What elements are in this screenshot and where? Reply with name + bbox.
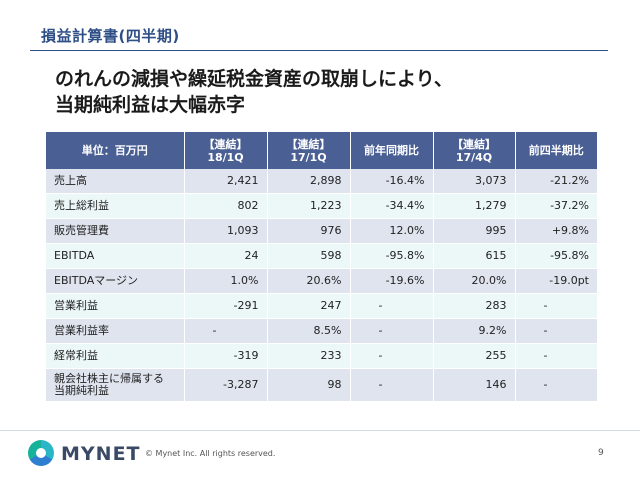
table-row: 経常利益 -319 233 - 255 -: [46, 343, 597, 369]
header-17-4q: 【連結】 17/4Q: [433, 132, 516, 169]
row-label-line-1: 親会社株主に帰属する: [54, 372, 164, 385]
row-label: EBITDAマージン: [46, 268, 185, 294]
cell-qoq: -95.8%: [515, 243, 597, 269]
headline-line-2: 当期純利益は大幅赤字: [55, 94, 246, 116]
page-number: 9: [598, 448, 604, 458]
cell-17-1q: 98: [267, 368, 351, 402]
row-label: 経常利益: [46, 343, 185, 369]
logo-text: MYNET: [61, 443, 141, 465]
section-title: 損益計算書(四半期): [41, 27, 180, 45]
header-18-1q: 【連結】 18/1Q: [184, 132, 268, 169]
cell-qoq: -: [515, 343, 597, 369]
header-17-1q: 【連結】 17/1Q: [267, 132, 351, 169]
header-qoq: 前四半期比: [515, 132, 597, 169]
row-label: EBITDA: [46, 243, 185, 269]
cell-17-1q: 20.6%: [267, 268, 351, 294]
table-row: 営業利益 -291 247 - 283 -: [46, 293, 597, 319]
cell-18-1q: 802: [184, 193, 268, 219]
cell-18-1q: 24: [184, 243, 268, 269]
cell-18-1q: -291: [184, 293, 268, 319]
table-row: 親会社株主に帰属する 当期純利益 -3,287 98 - 146 -: [46, 368, 597, 402]
cell-17-4q: 146: [433, 368, 516, 402]
cell-17-1q: 247: [267, 293, 351, 319]
header-unit: 単位：百万円: [46, 132, 185, 169]
cell-17-1q: 233: [267, 343, 351, 369]
cell-17-4q: 995: [433, 218, 516, 244]
cell-17-4q: 283: [433, 293, 516, 319]
income-statement-table: 単位：百万円 【連結】 18/1Q 【連結】 17/1Q 前年同期比 【連結】 17/…: [46, 132, 597, 402]
cell-qoq: -21.2%: [515, 169, 597, 194]
row-label: 営業利益率: [46, 318, 185, 344]
row-label: 販売管理費: [46, 218, 185, 244]
cell-qoq: -37.2%: [515, 193, 597, 219]
headline-line-1: のれんの減損や繰延税金資産の取崩しにより、: [55, 68, 453, 90]
row-label-line-2: 当期純利益: [54, 384, 109, 397]
cell-17-4q: 9.2%: [433, 318, 516, 344]
cell-yoy: -: [350, 343, 434, 369]
cell-18-1q: 1,093: [184, 218, 268, 244]
cell-yoy: 12.0%: [350, 218, 434, 244]
table-row: EBITDA 24 598 -95.8% 615 -95.8%: [46, 243, 597, 269]
cell-yoy: -34.4%: [350, 193, 434, 219]
table-header-row: 単位：百万円 【連結】 18/1Q 【連結】 17/1Q 前年同期比 【連結】 17/…: [46, 132, 597, 169]
cell-18-1q: 1.0%: [184, 268, 268, 294]
footer-divider: [0, 430, 640, 431]
cell-qoq: -: [515, 318, 597, 344]
table-row: 販売管理費 1,093 976 12.0% 995 +9.8%: [46, 218, 597, 244]
cell-17-4q: 1,279: [433, 193, 516, 219]
title-divider: [30, 50, 608, 51]
cell-18-1q: -3,287: [184, 368, 268, 402]
cell-18-1q: -319: [184, 343, 268, 369]
cell-17-1q: 8.5%: [267, 318, 351, 344]
cell-17-4q: 615: [433, 243, 516, 269]
cell-yoy: -: [350, 318, 434, 344]
headline: のれんの減損や繰延税金資産の取崩しにより、 当期純利益は大幅赤字: [55, 66, 615, 118]
cell-17-1q: 598: [267, 243, 351, 269]
table-row: 営業利益率 - 8.5% - 9.2% -: [46, 318, 597, 344]
row-label: 売上高: [46, 169, 185, 194]
cell-yoy: -: [350, 293, 434, 319]
header-yoy: 前年同期比: [350, 132, 434, 169]
cell-17-4q: 20.0%: [433, 268, 516, 294]
cell-17-4q: 255: [433, 343, 516, 369]
copyright: © Mynet Inc. All rights reserved.: [145, 449, 276, 458]
table-row: 売上高 2,421 2,898 -16.4% 3,073 -21.2%: [46, 169, 597, 194]
cell-yoy: -16.4%: [350, 169, 434, 194]
cell-qoq: -: [515, 293, 597, 319]
cell-17-1q: 2,898: [267, 169, 351, 194]
mynet-logo-icon: [28, 440, 54, 466]
table-row: 売上総利益 802 1,223 -34.4% 1,279 -37.2%: [46, 193, 597, 219]
row-label: 売上総利益: [46, 193, 185, 219]
cell-17-1q: 1,223: [267, 193, 351, 219]
cell-qoq: -19.0pt: [515, 268, 597, 294]
cell-17-4q: 3,073: [433, 169, 516, 194]
cell-yoy: -: [350, 368, 434, 402]
table-row: EBITDAマージン 1.0% 20.6% -19.6% 20.0% -19.0…: [46, 268, 597, 294]
cell-yoy: -95.8%: [350, 243, 434, 269]
cell-18-1q: 2,421: [184, 169, 268, 194]
cell-17-1q: 976: [267, 218, 351, 244]
cell-qoq: -: [515, 368, 597, 402]
cell-yoy: -19.6%: [350, 268, 434, 294]
cell-qoq: +9.8%: [515, 218, 597, 244]
row-label: 親会社株主に帰属する 当期純利益: [46, 368, 185, 402]
cell-18-1q: -: [184, 318, 268, 344]
row-label: 営業利益: [46, 293, 185, 319]
